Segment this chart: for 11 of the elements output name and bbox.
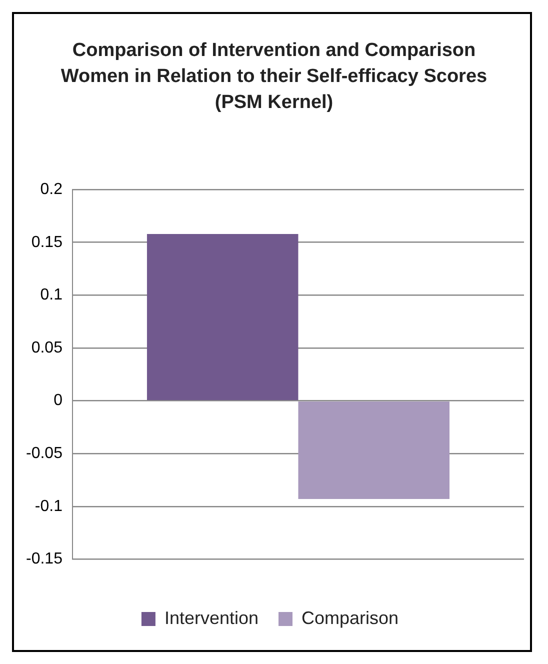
legend-label: Comparison (302, 608, 399, 628)
y-tick-label: 0 (54, 392, 63, 410)
y-tick-label: 0.1 (40, 286, 63, 304)
y-tick-label: 0.15 (31, 234, 63, 251)
y-tick-label: -0.1 (34, 498, 63, 515)
chart-title: Comparison of Intervention and Comparison Women in Relation to their Self-efficacy Scores (PSM Kernel) (60, 39, 488, 115)
y-tick-label: -0.05 (26, 445, 63, 462)
y-tick-label: 0.2 (40, 181, 63, 198)
legend-label: Intervention (164, 608, 259, 628)
y-tick-label: -0.15 (26, 550, 63, 568)
y-tick-label: 0.05 (31, 339, 63, 356)
